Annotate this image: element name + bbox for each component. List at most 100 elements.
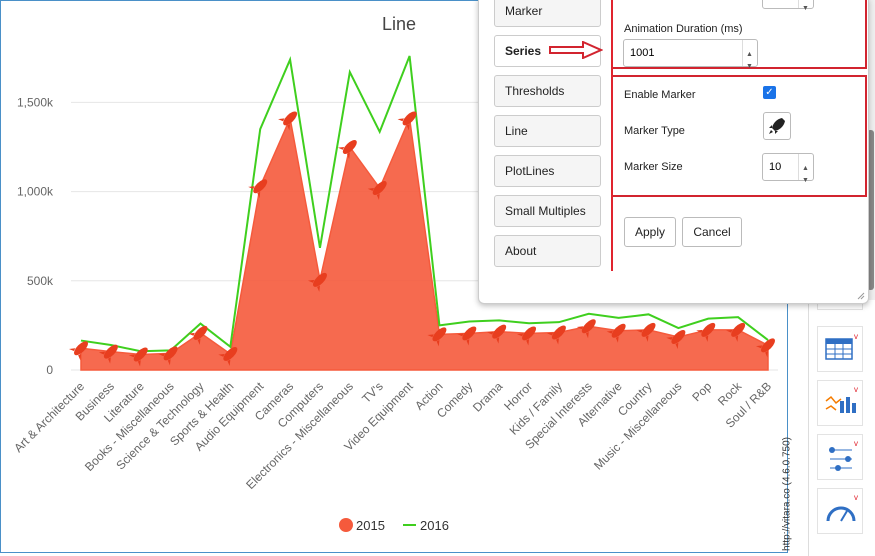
series-2015-marker [128, 347, 148, 367]
menu-thresholds[interactable]: Thresholds [494, 75, 601, 107]
rocket-marker-fins [128, 354, 141, 367]
menu-about[interactable]: About [494, 235, 601, 267]
series-2015-marker [755, 338, 775, 358]
rocket-marker-body [492, 324, 507, 339]
rocket-marker-body [193, 325, 208, 340]
rocket-marker-body [283, 111, 298, 126]
cancel-button[interactable]: Cancel [682, 217, 742, 247]
rocket-marker-fins [367, 188, 380, 201]
rocket-marker-body [342, 140, 357, 154]
rocket-marker-body [641, 322, 656, 337]
menu-plotlines[interactable]: PlotLines [494, 155, 601, 187]
legend-label-2015: 2015 [356, 518, 385, 533]
legend-label-2016: 2016 [420, 518, 449, 533]
rocket-marker-fins [666, 336, 679, 350]
enable-marker-label: Enable Marker [624, 89, 696, 101]
apply-button[interactable]: Apply [624, 217, 676, 247]
rocket-marker-fins [307, 279, 320, 292]
menu-small-multiples[interactable]: Small Multiples [494, 195, 601, 227]
rocket-marker-fins [68, 348, 81, 361]
red-divider-line [611, 0, 613, 271]
rocket-marker-fins [278, 118, 291, 131]
series-2015-marker [248, 179, 268, 199]
top-stepper-input[interactable]: ▼ [762, 0, 814, 12]
menu-marker[interactable]: Marker [494, 0, 601, 27]
rocket-icon [769, 118, 785, 134]
rocket-marker-body [74, 341, 88, 356]
menu-line[interactable]: Line [494, 115, 601, 147]
marker-size-label: Marker Size [624, 161, 683, 173]
rocket-marker-body [223, 346, 238, 361]
rocket-marker-body [462, 326, 477, 341]
scrollbar-thumb[interactable] [867, 130, 874, 290]
svg-text:v: v [854, 439, 858, 448]
red-arrow-icon [549, 41, 603, 59]
svg-text:v: v [854, 332, 858, 341]
marker-size-spin[interactable]: ▲ ▼ [798, 154, 813, 184]
series-2015-marker [576, 319, 596, 339]
series-2016-line [80, 55, 769, 353]
rocket-marker-fins [517, 333, 530, 346]
series-2015-marker [218, 346, 238, 366]
series-2015-marker [278, 111, 298, 131]
marker-type-label: Marker Type [624, 125, 685, 137]
rocket-marker-body [402, 111, 417, 126]
rocket-marker-body [731, 322, 746, 337]
rocket-marker-body [551, 325, 566, 340]
y-tick-label: 500k [27, 274, 54, 288]
animation-duration-spin[interactable]: ▲ ▼ [742, 40, 757, 70]
series-2015-marker [696, 322, 716, 342]
watermark-text[interactable]: http://vitara.co (4.6.0.750) [781, 437, 793, 551]
series-2015-marker [68, 341, 88, 361]
legend[interactable]: 2015 2016 [339, 518, 449, 533]
legend-item-2015[interactable]: 2015 [339, 518, 385, 533]
rocket-marker-body [372, 181, 387, 195]
rocket-marker-fins [457, 333, 470, 346]
svg-text:v: v [854, 493, 858, 502]
series-2015-marker [636, 322, 656, 342]
rocket-marker-fins [397, 118, 410, 131]
chart-title: Line [382, 14, 416, 34]
series-2015-marker [188, 325, 208, 345]
svg-text:v: v [854, 385, 858, 394]
bar-line-chart-icon[interactable]: v [817, 380, 863, 426]
rocket-marker-fins [427, 334, 440, 347]
rocket-marker-fins [606, 330, 619, 343]
series-2015-marker [158, 346, 178, 366]
animation-duration-input[interactable]: 1001 ▲ ▼ [623, 39, 758, 70]
rocket-marker-fins [188, 332, 201, 345]
gauge-icon[interactable]: v [817, 488, 863, 534]
rocket-marker-fins [696, 329, 709, 342]
watermark[interactable]: http://vitara.co (4.6.0.750) [780, 434, 794, 554]
rocket-marker-body [432, 327, 447, 342]
x-tick-label: Drama [470, 379, 506, 415]
marker-type-button[interactable] [763, 112, 791, 140]
legend-item-2016[interactable]: 2016 [403, 518, 449, 533]
visualization-icon-strip: 20 v v v v [808, 276, 875, 556]
rocket-marker-body [761, 338, 775, 353]
chart-svg: Line 0 500k 1,000k 1,500k Art & Architectur… [11, 14, 778, 533]
series-2015-marker [457, 326, 477, 346]
table-chart-icon[interactable]: v [817, 326, 863, 372]
legend-swatch-2015 [339, 518, 353, 532]
rocket-marker-body [522, 326, 537, 341]
rocket-marker-body [312, 272, 327, 287]
rocket-marker-fins [337, 146, 350, 159]
marker-size-input[interactable]: 10 ▲ ▼ [762, 153, 814, 184]
y-tick-label: 1,500k [17, 95, 54, 109]
rocket-marker-body [133, 347, 148, 362]
enable-marker-checkbox[interactable]: ✓ [763, 86, 776, 99]
rocket-marker-body [253, 179, 268, 194]
settings-panel: Marker Series Thresholds Line PlotLines … [478, 0, 869, 304]
rocket-marker-fins [218, 353, 231, 366]
resize-grip-icon[interactable] [857, 292, 865, 300]
rocket-marker-body [701, 322, 716, 337]
animation-highlight-box [613, 0, 867, 69]
rocket-marker-body [671, 330, 686, 344]
top-stepper-spin[interactable]: ▼ [798, 0, 813, 12]
dot-plot-icon[interactable]: v [817, 434, 863, 480]
series-2015-marker [726, 322, 746, 342]
rocket-marker-body [103, 344, 118, 359]
rocket-marker-body [581, 319, 596, 334]
animation-duration-label: Animation Duration (ms) [624, 23, 743, 35]
